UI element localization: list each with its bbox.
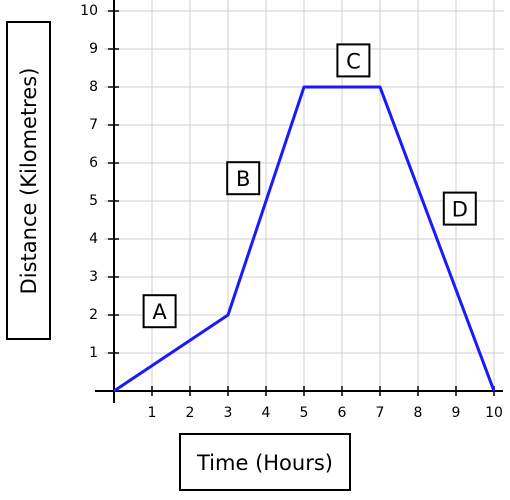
y-tick-label: 3 [89, 269, 98, 285]
segment-label: D [452, 198, 468, 222]
series [113, 85, 496, 393]
y-tick-label: 2 [89, 307, 98, 323]
y-tick-label: 8 [89, 79, 98, 95]
segment-labels: A B C D [142, 43, 477, 329]
y-axis-title: Distance (Kilometres) [17, 68, 41, 295]
x-tick-label: 7 [376, 405, 385, 421]
y-tick-label: 10 [80, 3, 98, 19]
segment-label-box [442, 191, 477, 226]
axes [95, 0, 503, 403]
y-tick-label: 5 [89, 193, 98, 209]
segment-label-box [336, 43, 371, 78]
y-axis-title-box [6, 21, 51, 340]
tick-labels: 1 2 3 4 5 6 7 8 9 10 1 2 3 4 5 6 7 8 9 10 [80, 3, 503, 421]
x-tick-label: 6 [338, 405, 347, 421]
segment-label-box [142, 294, 177, 329]
x-tick-label: 2 [186, 405, 195, 421]
distance-line [113, 85, 496, 393]
x-axis-title: Time (Hours) [196, 451, 333, 475]
segment-label: B [236, 167, 250, 191]
x-tick-label: 4 [262, 405, 271, 421]
y-tick-label: 7 [89, 117, 98, 133]
x-tick-label: 10 [485, 405, 503, 421]
y-tick-label: 6 [89, 155, 98, 171]
x-tick-label: 1 [148, 405, 157, 421]
y-tick-label: 4 [89, 231, 98, 247]
x-tick-label: 5 [300, 405, 309, 421]
segment-label-box [226, 161, 261, 196]
y-tick-label: 1 [89, 345, 98, 361]
x-tick-label: 9 [452, 405, 461, 421]
x-axis-title-box [179, 433, 351, 491]
x-tick-label: 8 [414, 405, 423, 421]
segment-label: C [346, 49, 361, 73]
y-tick-label: 9 [89, 41, 98, 57]
segment-label: A [152, 300, 167, 324]
x-tick-label: 3 [224, 405, 233, 421]
